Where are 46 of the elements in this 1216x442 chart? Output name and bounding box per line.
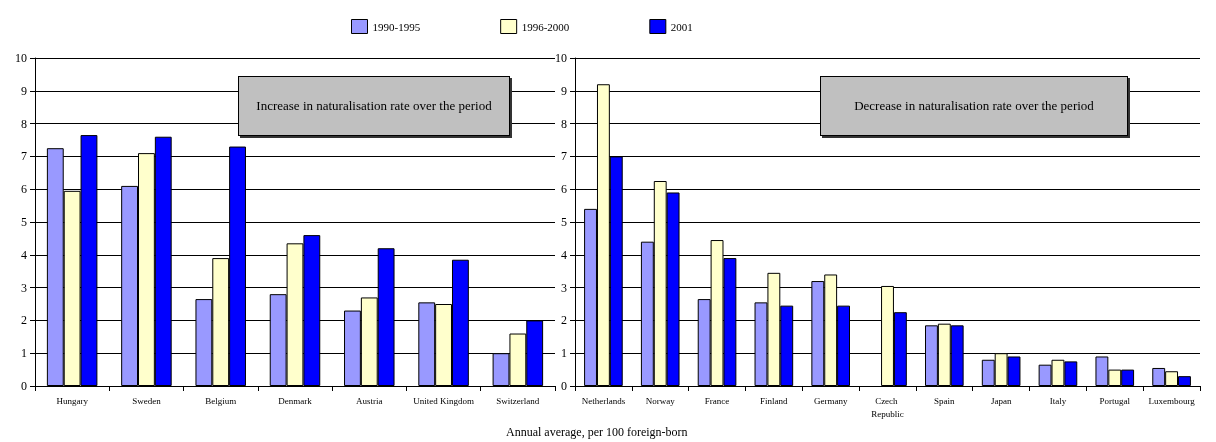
y-tick-label: 6 [561, 182, 567, 197]
legend-label: 1990-1995 [372, 20, 421, 33]
text: Annual average, per 100 foreign-born [506, 425, 688, 439]
y-tick-label: 1 [561, 346, 567, 361]
x-tick-label: Czech Republic [871, 395, 904, 419]
y-tick-label: 3 [561, 280, 567, 295]
y-tick-label: 5 [21, 215, 27, 229]
y-tick-label: 2 [21, 313, 27, 328]
x-tick-label: Portugal [1099, 395, 1131, 406]
y-tick-label: 2 [561, 313, 567, 328]
x-tick-label: Finland [760, 395, 789, 406]
y-tick-label: 9 [561, 83, 567, 98]
y-tick-label: 4 [561, 247, 567, 262]
x-tick-label: Sweden [132, 395, 162, 406]
y-tick-label: 8 [21, 116, 27, 131]
legend-label: 2001 [670, 20, 693, 33]
y-tick-label: 10 [15, 51, 27, 65]
x-tick-label: Belgium [205, 395, 237, 406]
y-tick-label: 10 [555, 51, 567, 65]
y-tick-label: 1 [21, 346, 27, 361]
x-tick-label: Switzerland [496, 395, 540, 406]
y-tick-label: 3 [21, 280, 27, 295]
y-tick-label: 5 [561, 215, 567, 229]
x-tick-label: Hungary [56, 395, 89, 406]
x-tick-label: France [704, 395, 730, 406]
y-tick-label: 8 [561, 116, 567, 131]
y-tick-label: 9 [21, 83, 27, 98]
x-tick-label: Luxembourg [1148, 395, 1196, 406]
x-tick-label: Japan [990, 395, 1012, 406]
x-tick-label: Austria [356, 395, 383, 406]
x-tick-label: Denmark [278, 395, 313, 406]
x-tick-label: Norway [645, 395, 676, 406]
x-tick-label: Germany [813, 395, 848, 406]
x-tick-label: Spain [934, 395, 956, 406]
y-tick-label: 6 [21, 182, 27, 197]
text-box: Increase in naturalisation rate over the period [238, 76, 510, 136]
x-tick-label: Netherlands [581, 395, 626, 406]
x-tick-label: Italy [1049, 395, 1067, 406]
y-tick-label: 4 [21, 247, 27, 262]
y-tick-label: 7 [21, 149, 27, 164]
y-tick-label: 7 [561, 149, 567, 164]
legend-label: 1996-2000 [521, 20, 570, 33]
y-tick-label: 0 [21, 379, 27, 393]
text-box: Decrease in naturalisation rate over the period [820, 76, 1128, 136]
y-tick-label: 0 [561, 379, 567, 393]
x-tick-label: United Kingdom [413, 395, 474, 406]
